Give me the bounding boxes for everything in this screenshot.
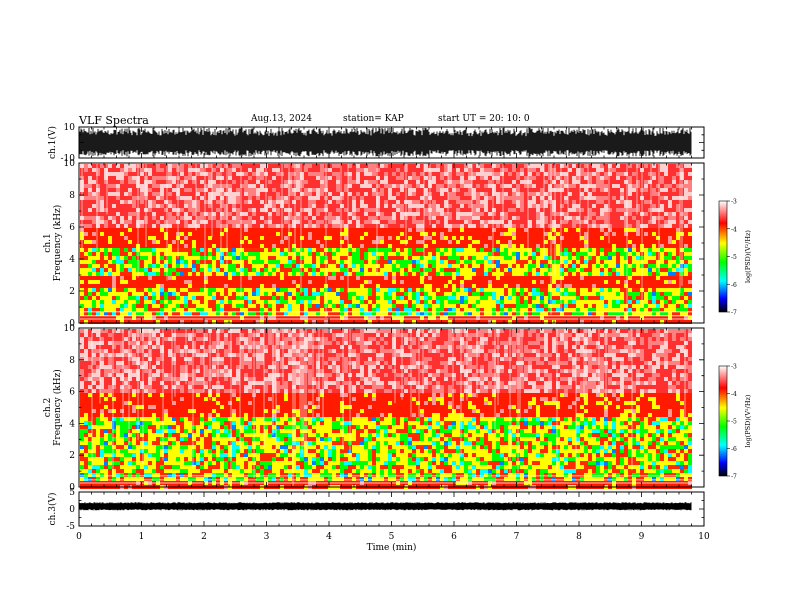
ch1-spectrogram-image [79, 164, 692, 324]
ch1-frequency-ylabel: ch.1 [43, 233, 53, 252]
time-tick-label: 3 [264, 532, 270, 542]
ch2-frequency-tick-label: 4 [69, 419, 75, 429]
ch1-colorbar-label: log(PSD)(V²/Hz) [744, 230, 752, 283]
ch2-colorbar-tick-label: -6 [731, 446, 737, 453]
time-tick-label: 4 [326, 532, 332, 542]
ch2-frequency-tick-label: 10 [64, 324, 76, 334]
ch2-colorbar-tick-label: -5 [731, 419, 737, 426]
ch1-colorbar-tick-label: -6 [731, 282, 737, 289]
time-tick-label: 2 [201, 532, 207, 542]
ch1-frequency-tick-label: 10 [64, 159, 76, 169]
ch1-colorbar-tick-label: -3 [731, 199, 737, 206]
ch2-frequency-ylabel: Frequency (kHz) [52, 369, 63, 446]
time-tick-label: 7 [514, 532, 520, 542]
ch3-waveform-ylabel: ch.3(V) [47, 493, 58, 526]
ch1-frequency-tick-label: 2 [69, 287, 75, 297]
ch3-waveform-tick-label: 0 [69, 505, 75, 515]
chart-title: VLF Spectra [79, 114, 149, 127]
time-tick-label: 6 [451, 532, 457, 542]
ch1-frequency-tick-label: 4 [69, 255, 75, 265]
ch2-colorbar-tick-label: -3 [731, 364, 737, 371]
ch2-colorbar [718, 365, 728, 477]
ch3-waveform-tick-label: -5 [66, 522, 75, 532]
ch1-frequency-tick-label: 0 [69, 319, 75, 329]
ch2-frequency-tick-label: 8 [69, 356, 75, 366]
ch2-colorbar-tick-label: -7 [731, 474, 737, 481]
ch1-colorbar-tick-label: -5 [731, 254, 737, 261]
station-label: station= KAP [343, 114, 404, 124]
time-tick-label: 0 [76, 532, 82, 542]
ch1-waveform-ylabel: ch.1(V) [47, 126, 58, 159]
ch1-colorbar-tick-label: -4 [731, 226, 737, 233]
ch1-frequency-ylabel: Frequency (kHz) [52, 205, 63, 282]
ch2-colorbar-label: log(PSD)(V²/Hz) [744, 394, 752, 447]
ch2-frequency-tick-label: 2 [69, 451, 75, 461]
ch1-waveform-trace [79, 128, 692, 157]
ch1-frequency-tick-label: 8 [69, 191, 75, 201]
ch2-spectrogram-image [79, 329, 692, 489]
ch1-waveform-tick-label: 10 [64, 123, 76, 133]
time-tick-label: 10 [698, 532, 710, 542]
ch1-waveform-tick-label: -10 [61, 154, 76, 164]
ch3-waveform-tick-label: 5 [69, 488, 75, 498]
date-label: Aug.13, 2024 [251, 114, 312, 124]
ch1-frequency-tick-label: 6 [69, 223, 75, 233]
ch2-frequency-tick-label: 0 [69, 483, 75, 493]
time-tick-label: 8 [576, 532, 582, 542]
ch1-colorbar-tick-label: -7 [731, 310, 737, 317]
ch3-waveform-trace [79, 502, 692, 511]
start-time-label: start UT = 20: 10: 0 [438, 114, 530, 124]
ch2-frequency-ylabel: ch.2 [43, 398, 53, 417]
ch1-colorbar [718, 200, 728, 313]
time-tick-label: 9 [639, 532, 645, 542]
ch2-colorbar-tick-label: -4 [731, 391, 737, 398]
time-axis-label: Time (min) [367, 542, 417, 553]
time-tick-label: 1 [139, 532, 145, 542]
ch2-frequency-tick-label: 6 [69, 388, 75, 398]
time-tick-label: 5 [389, 532, 395, 542]
